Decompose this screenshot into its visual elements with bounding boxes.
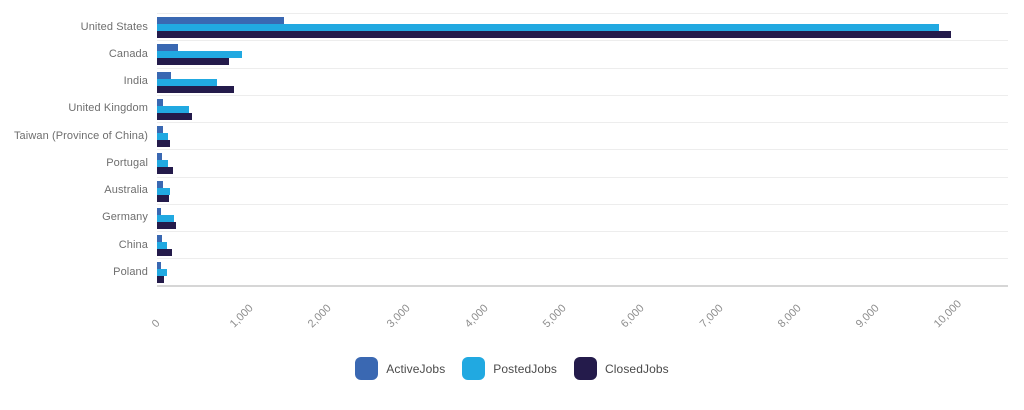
category-label: Germany — [102, 211, 148, 224]
chart-row — [157, 40, 1008, 67]
x-tick-label: 0 — [149, 317, 163, 331]
x-axis-tick-labels: 0 1,000 2,000 3,000 4,000 5,000 6,000 7,000 8,00… — [149, 298, 965, 331]
legend-swatch-closedjobs — [574, 357, 598, 380]
bar-activejobs-portugal[interactable] — [157, 153, 163, 161]
bar-postedjobs-poland[interactable] — [157, 269, 168, 277]
bar-activejobs-united-states[interactable] — [157, 17, 284, 24]
bar-postedjobs-portugal[interactable] — [157, 160, 168, 168]
bar-closedjobs-canada[interactable] — [157, 58, 230, 66]
chart-row — [157, 149, 1008, 176]
x-tick-label: 2,000 — [306, 302, 335, 331]
bar-activejobs-taiwan-province-of-china[interactable] — [157, 126, 163, 133]
bar-closedjobs-germany[interactable] — [157, 221, 177, 229]
category-label: Taiwan (Province of China) — [13, 129, 148, 142]
x-tick-label: 9,000 — [853, 302, 882, 331]
bar-closedjobs-united-states[interactable] — [157, 31, 951, 38]
bar-activejobs-poland[interactable] — [157, 262, 161, 270]
x-tick-label: 4,000 — [462, 302, 491, 331]
x-tick-label: 5,000 — [540, 302, 569, 331]
legend-item-postedjobs[interactable]: PostedJobs — [462, 357, 557, 380]
x-tick-label: 3,000 — [384, 302, 413, 331]
category-label: United Kingdom — [68, 102, 148, 115]
chart-row — [157, 258, 1008, 285]
x-tick-label: 10,000 — [931, 298, 965, 331]
legend-item-closedjobs[interactable]: ClosedJobs — [574, 357, 669, 380]
chart-row — [157, 203, 1008, 231]
category-label: India — [123, 75, 148, 88]
category-label: Portugal — [106, 156, 148, 169]
bar-closedjobs-india[interactable] — [157, 85, 235, 93]
x-tick-label: 6,000 — [619, 302, 648, 331]
bar-activejobs-china[interactable] — [157, 235, 163, 242]
chart-row — [157, 94, 1008, 122]
chart-row — [157, 231, 1008, 258]
x-tick-label: 8,000 — [775, 302, 804, 331]
chart-row — [157, 176, 1008, 204]
bar-postedjobs-taiwan-province-of-china[interactable] — [157, 133, 168, 140]
bar-closedjobs-portugal[interactable] — [157, 167, 173, 175]
legend-label: PostedJobs — [493, 361, 558, 376]
bar-postedjobs-india[interactable] — [157, 78, 218, 86]
bar-activejobs-united-kingdom[interactable] — [157, 98, 163, 106]
category-label: United States — [80, 20, 148, 33]
legend-swatch-postedjobs — [462, 357, 486, 380]
bar-activejobs-canada[interactable] — [157, 44, 179, 52]
legend-label: ClosedJobs — [605, 361, 669, 376]
bar-postedjobs-australia[interactable] — [157, 187, 170, 195]
bar-closedjobs-taiwan-province-of-china[interactable] — [157, 140, 170, 147]
bar-activejobs-germany[interactable] — [157, 207, 161, 215]
bar-postedjobs-china[interactable] — [157, 242, 168, 249]
bar-closedjobs-poland[interactable] — [157, 276, 164, 284]
bar-postedjobs-united-kingdom[interactable] — [157, 105, 190, 113]
category-label: Australia — [104, 184, 148, 197]
bar-postedjobs-germany[interactable] — [157, 214, 174, 222]
category-axis: United States Canada India United Kingdom Ta… — [0, 13, 148, 286]
legend-label: ActiveJobs — [386, 361, 446, 376]
bar-closedjobs-china[interactable] — [157, 249, 172, 256]
x-axis-line — [157, 285, 1008, 287]
chart-legend: ActiveJobs PostedJobs ClosedJobs — [0, 357, 1024, 380]
chart-row — [157, 122, 1008, 149]
x-tick-label: 7,000 — [697, 302, 726, 331]
bar-closedjobs-united-kingdom[interactable] — [157, 112, 193, 120]
category-label: Canada — [108, 47, 148, 60]
plot-area — [157, 13, 1008, 286]
chart-row — [157, 67, 1008, 95]
category-label: Poland — [113, 265, 148, 278]
bar-activejobs-india[interactable] — [157, 71, 172, 79]
bar-postedjobs-united-states[interactable] — [157, 24, 940, 31]
category-label: China — [118, 238, 148, 251]
x-tick-label: 1,000 — [228, 302, 256, 331]
bar-closedjobs-australia[interactable] — [157, 194, 170, 202]
bar-activejobs-australia[interactable] — [157, 180, 163, 188]
legend-swatch-activejobs — [355, 357, 379, 380]
bar-postedjobs-canada[interactable] — [157, 51, 242, 59]
chart-row — [157, 13, 1008, 40]
legend-item-activejobs[interactable]: ActiveJobs — [355, 357, 445, 380]
